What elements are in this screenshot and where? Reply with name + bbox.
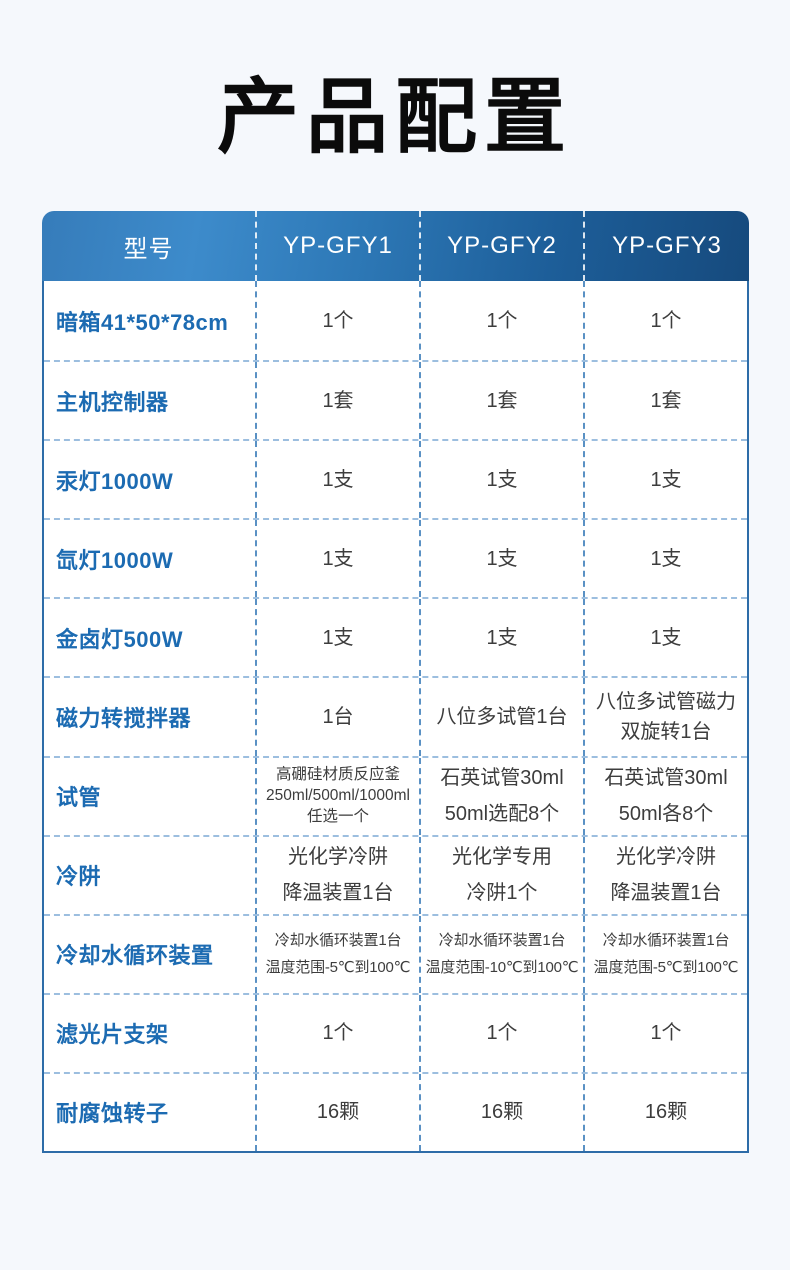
cell-value: 1支 [419,599,583,677]
cell-value: 八位多试管磁力 双旋转1台 [583,678,747,756]
table-row-cold-trap: 冷阱 光化学冷阱 降温装置1台 光化学专用 冷阱1个 光化学冷阱 降温装置1台 [44,834,747,914]
cell-value: 1支 [419,441,583,519]
table-body: 暗箱41*50*78cm 1个 1个 1个 主机控制器 1套 1套 1套 汞灯1… [42,281,749,1153]
cell-value: 冷却水循环装置1台 温度范围-5℃到100℃ [583,915,747,993]
row-label: 暗箱41*50*78cm [56,309,229,335]
cell-value: 光化学冷阱 降温装置1台 [255,836,419,914]
cell-value: 1支 [255,599,419,677]
cell-value: 1个 [419,994,583,1072]
table-row-cooling-water-circulator: 冷却水循环装置 冷却水循环装置1台 温度范围-5℃到100℃ 冷却水循环装置1台… [44,913,747,993]
cell-value: 1个 [255,281,419,361]
cell-value: 1个 [583,994,747,1072]
cell-value: 1个 [419,281,583,361]
cell-value: 1支 [583,520,747,598]
table-row-filter-holder: 滤光片支架 1个 1个 1个 [44,992,747,1072]
row-label: 主机控制器 [56,389,169,415]
row-label: 试管 [56,785,102,811]
cell-value: 1支 [255,441,419,519]
table-row-dark-box: 暗箱41*50*78cm 1个 1个 1个 [44,281,747,361]
cell-value: 光化学冷阱 降温装置1台 [583,836,747,914]
cell-value: 高硼硅材质反应釜 250ml/500ml/1000ml 任选一个 [255,757,419,835]
row-label: 冷却水循环装置 [56,943,214,969]
cell-value: 16颗 [419,1073,583,1151]
cell-value: 石英试管30ml 50ml选配8个 [419,757,583,835]
table-row-host-controller: 主机控制器 1套 1套 1套 [44,360,747,440]
cell-value: 1套 [255,362,419,440]
row-label: 磁力转搅拌器 [56,705,192,731]
cell-value: 1个 [255,994,419,1072]
product-spec-table: 型号 YP-GFY1 YP-GFY2 YP-GFY3 暗箱41*50*78cm … [42,211,749,1153]
cell-value: 1支 [583,441,747,519]
row-label: 冷阱 [56,864,102,890]
cell-value: 石英试管30ml 50ml各8个 [583,757,747,835]
cell-value: 16颗 [255,1073,419,1151]
table-row-xenon-lamp: 氙灯1000W 1支 1支 1支 [44,518,747,598]
header-yp-gfy2: YP-GFY2 [419,211,583,281]
header-yp-gfy3: YP-GFY3 [583,211,749,281]
page-title: 产品配置 [216,69,573,165]
table-row-magnetic-stirrer: 磁力转搅拌器 1台 八位多试管1台 八位多试管磁力 双旋转1台 [44,676,747,756]
table-row-mercury-lamp: 汞灯1000W 1支 1支 1支 [44,439,747,519]
row-label: 汞灯1000W [56,468,174,494]
header-yp-gfy1: YP-GFY1 [255,211,419,281]
cell-value: 1支 [583,599,747,677]
table-row-corrosion-resistant-rotor: 耐腐蚀转子 16颗 16颗 16颗 [44,1071,747,1151]
table-row-metal-halide-lamp: 金卤灯500W 1支 1支 1支 [44,597,747,677]
cell-value: 16颗 [583,1073,747,1151]
table-header-row: 型号 YP-GFY1 YP-GFY2 YP-GFY3 [42,211,749,281]
row-label: 滤光片支架 [56,1022,169,1048]
table-row-test-tube: 试管 高硼硅材质反应釜 250ml/500ml/1000ml 任选一个 石英试管… [44,755,747,835]
row-label: 金卤灯500W [56,626,183,652]
cell-value: 冷却水循环装置1台 温度范围-10℃到100℃ [419,915,583,993]
cell-value: 1支 [419,520,583,598]
header-model-column: 型号 [123,235,174,263]
cell-value: 1个 [583,281,747,361]
cell-value: 八位多试管1台 [419,678,583,756]
cell-value: 光化学专用 冷阱1个 [419,836,583,914]
cell-value: 1支 [255,520,419,598]
row-label: 耐腐蚀转子 [56,1101,169,1127]
cell-value: 1套 [583,362,747,440]
cell-value: 1台 [255,678,419,756]
cell-value: 冷却水循环装置1台 温度范围-5℃到100℃ [255,915,419,993]
cell-value: 1套 [419,362,583,440]
row-label: 氙灯1000W [56,547,174,573]
